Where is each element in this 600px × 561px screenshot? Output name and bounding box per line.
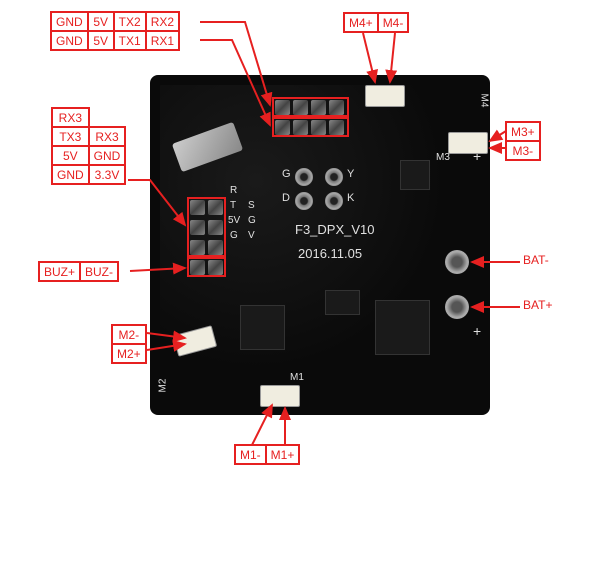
label-cell: M3+ <box>505 121 541 142</box>
hole <box>295 168 313 186</box>
label-cell: M1+ <box>265 444 301 465</box>
label-cell: M1- <box>234 444 267 465</box>
silkscreen-board-name: F3_DPX_V10 <box>295 222 375 237</box>
label-cell: BAT+ <box>519 296 556 313</box>
silk-gsm: G <box>230 230 238 241</box>
label-bat-plus: BAT+ <box>520 297 555 312</box>
label-grid-uart: GND 5V TX2 RX2 GND 5V TX1 RX1 <box>51 12 179 50</box>
label-cell: M4+ <box>343 12 379 33</box>
label-cell: BUZ+ <box>38 261 81 282</box>
pcb-corner-cut <box>0 100 50 150</box>
connector-m3 <box>448 132 488 154</box>
connector-m1 <box>260 385 300 407</box>
label-cell: GND <box>51 164 90 185</box>
label-grid-m1: M1- M1+ <box>235 445 299 464</box>
label-cell: 5V <box>87 30 115 51</box>
label-cell: M2+ <box>111 343 147 364</box>
label-grid-m4: M4+ M4- <box>344 13 408 32</box>
pcb-corner-cut <box>0 150 50 200</box>
pcb-corner-cut <box>0 0 50 50</box>
silk-m4: M4 <box>478 94 489 108</box>
label-cell: GND <box>88 145 127 166</box>
silk-s: S <box>248 200 255 211</box>
highlight-box <box>272 117 349 137</box>
hole <box>325 168 343 186</box>
label-bat-minus: BAT- <box>520 252 552 267</box>
highlight-box <box>187 197 226 257</box>
silk-5v: 5V <box>228 215 240 226</box>
silk-m3: M3 <box>436 152 450 163</box>
silkscreen-date: 2016.11.05 <box>298 246 362 261</box>
label-cell: M3- <box>505 140 541 161</box>
silk-k: K <box>347 192 354 204</box>
label-cell: RX3 <box>51 107 90 128</box>
silk-d: D <box>282 192 290 204</box>
hole <box>325 192 343 210</box>
chip-mcu <box>240 305 285 350</box>
label-cell: BAT- <box>519 251 553 268</box>
silk-plus: + <box>473 323 481 339</box>
connector-m4 <box>365 85 405 107</box>
label-cell: BUZ- <box>79 261 119 282</box>
silk-y: Y <box>347 168 354 180</box>
label-cell: RX1 <box>145 30 180 51</box>
bat-minus-pad <box>445 250 469 274</box>
chip-small <box>325 290 360 315</box>
label-cell: TX2 <box>113 11 147 32</box>
label-grid-m2: M2- M2+ <box>112 325 146 363</box>
label-cell: TX1 <box>113 30 147 51</box>
silk-m2: M2 <box>157 379 168 393</box>
silk-v: V <box>248 230 255 241</box>
highlight-box <box>187 257 226 277</box>
bat-plus-pad <box>445 295 469 319</box>
label-grid-buz: BUZ+ BUZ- <box>39 262 118 281</box>
silk-gsm2: G <box>248 215 256 226</box>
chip-small <box>400 160 430 190</box>
label-cell: M2- <box>111 324 147 345</box>
label-cell: GND <box>50 11 89 32</box>
label-cell-empty <box>88 107 127 128</box>
label-cell: 5V <box>87 11 115 32</box>
label-grid-m3: M3+ M3- <box>506 122 540 160</box>
label-cell: RX2 <box>145 11 180 32</box>
label-cell: TX3 <box>51 126 90 147</box>
label-cell: RX3 <box>88 126 127 147</box>
silk-g: G <box>282 168 291 180</box>
highlight-box <box>272 97 349 117</box>
label-grid-left: RX3 TX3 RX3 5V GND GND 3.3V <box>52 108 125 184</box>
silk-t: T <box>230 200 236 211</box>
label-cell: M4- <box>377 12 410 33</box>
chip-big <box>375 300 430 355</box>
pcb-corner-cut <box>0 50 50 100</box>
silk-m1: M1 <box>290 372 304 383</box>
label-cell: 5V <box>51 145 90 166</box>
label-cell: GND <box>50 30 89 51</box>
silk-r: R <box>230 185 237 196</box>
hole <box>295 192 313 210</box>
label-cell: 3.3V <box>88 164 127 185</box>
